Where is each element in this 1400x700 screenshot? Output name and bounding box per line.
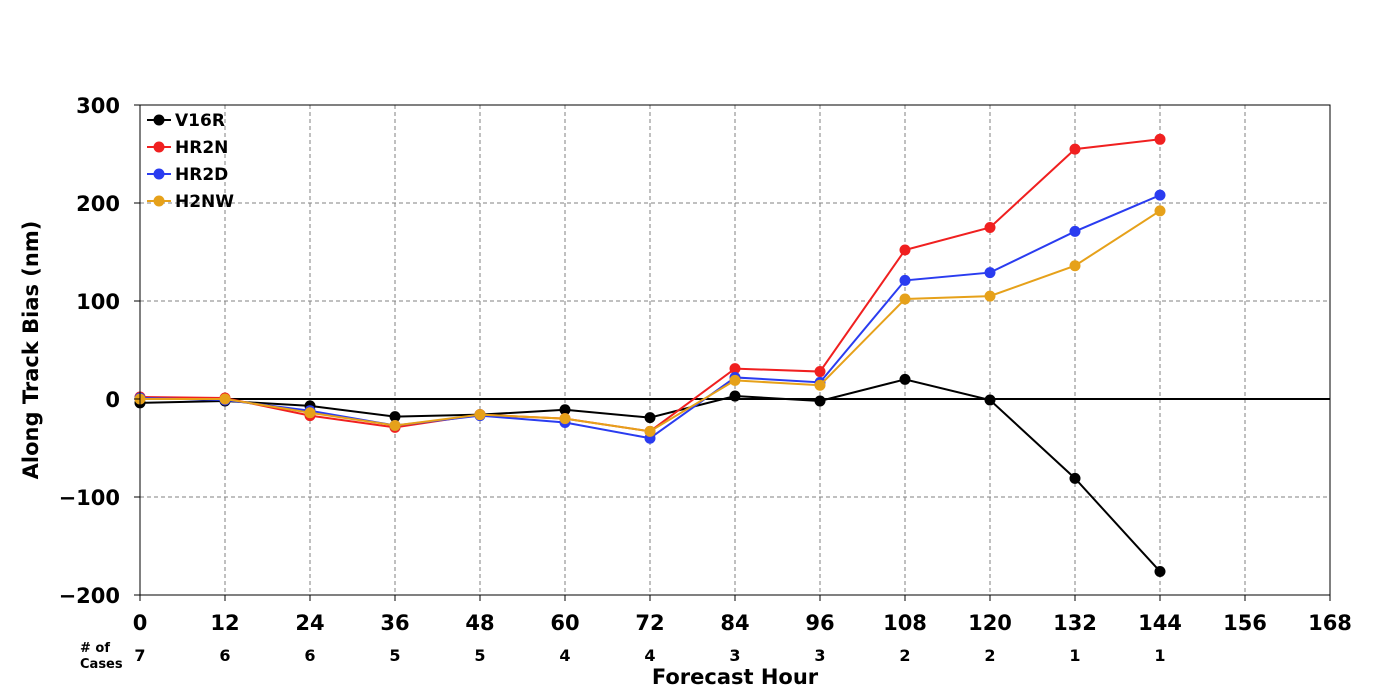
case-count: 1	[1154, 646, 1165, 665]
x-tick-label: 132	[1053, 611, 1097, 635]
case-count: 7	[134, 646, 145, 665]
data-point	[1154, 189, 1166, 201]
case-count: 1	[1069, 646, 1080, 665]
legend-label: HR2N	[175, 138, 228, 158]
series-h2nw	[134, 205, 1166, 437]
x-tick-label: 108	[883, 611, 927, 635]
x-tick-label: 0	[133, 611, 148, 635]
legend-label: H2NW	[175, 192, 234, 212]
legend-label: V16R	[175, 111, 225, 131]
legend-item-h2nw: H2NW	[147, 192, 234, 212]
series-layer	[134, 133, 1166, 577]
data-point	[984, 267, 996, 279]
x-tick-label: 144	[1138, 611, 1182, 635]
data-point	[899, 274, 911, 286]
x-tick-label: 60	[550, 611, 579, 635]
data-point	[899, 293, 911, 305]
case-count: 3	[729, 646, 740, 665]
legend: V16R HR2N HR2D H2NW	[147, 111, 234, 212]
x-tick-label: 36	[380, 611, 409, 635]
case-count: 5	[474, 646, 485, 665]
case-count: 3	[814, 646, 825, 665]
legend-label: HR2D	[175, 165, 228, 185]
data-point	[1069, 260, 1081, 272]
data-point	[644, 425, 656, 437]
y-axis-title: Along Track Bias (nm)	[19, 221, 43, 480]
data-point	[1069, 143, 1081, 155]
y-tick-label: 300	[76, 94, 120, 118]
legend-swatch-marker	[153, 114, 165, 126]
data-point	[389, 419, 401, 431]
data-point	[1069, 225, 1081, 237]
y-tick-label: −100	[59, 486, 120, 510]
data-point	[559, 413, 571, 425]
legend-swatch-marker	[153, 141, 165, 153]
data-point	[729, 363, 741, 375]
data-point	[899, 373, 911, 385]
data-point	[474, 409, 486, 421]
grid-lines	[140, 105, 1330, 595]
axis-ticks: 0 12 24 36 48 60 72 84 96 108 120 132 144 156 168 −200 −…	[59, 94, 1352, 635]
x-tick-label: 72	[635, 611, 664, 635]
x-tick-label: 84	[720, 611, 749, 635]
legend-swatch-marker	[153, 168, 165, 180]
legend-item-v16r: V16R	[147, 111, 225, 131]
data-point	[899, 244, 911, 256]
legend-item-hr2d: HR2D	[147, 165, 228, 185]
y-tick-label: 200	[76, 192, 120, 216]
case-count: 6	[304, 646, 315, 665]
x-tick-label: 156	[1223, 611, 1267, 635]
x-tick-label: 96	[805, 611, 834, 635]
data-point	[219, 393, 231, 405]
data-point	[984, 290, 996, 302]
case-count: 5	[389, 646, 400, 665]
case-count: 6	[219, 646, 230, 665]
data-point	[814, 366, 826, 378]
data-point	[729, 374, 741, 386]
x-axis-title: Forecast Hour	[652, 665, 819, 689]
y-tick-label: −200	[59, 584, 120, 608]
data-point	[644, 412, 656, 424]
legend-swatch-marker	[153, 195, 165, 207]
x-tick-label: 120	[968, 611, 1012, 635]
case-count: 4	[559, 646, 570, 665]
data-point	[1069, 472, 1081, 484]
x-tick-label: 48	[465, 611, 494, 635]
data-point	[814, 379, 826, 391]
y-tick-label: 0	[105, 388, 120, 412]
data-point	[389, 411, 401, 423]
data-point	[814, 395, 826, 407]
data-point	[729, 390, 741, 402]
legend-item-hr2n: HR2N	[147, 138, 228, 158]
cases-label-line1: # of	[80, 641, 110, 656]
data-point	[1154, 205, 1166, 217]
data-point	[304, 407, 316, 419]
y-tick-label: 100	[76, 290, 120, 314]
x-tick-label: 24	[295, 611, 324, 635]
x-tick-label: 12	[210, 611, 239, 635]
series-hr2n	[134, 133, 1166, 437]
data-point	[984, 222, 996, 233]
x-tick-label: 168	[1308, 611, 1352, 635]
data-point	[1154, 565, 1166, 577]
data-point	[559, 404, 571, 416]
data-point	[1154, 133, 1166, 145]
case-count: 2	[899, 646, 910, 665]
case-count: 4	[644, 646, 655, 665]
data-point	[984, 394, 996, 406]
cases-label-line2: Cases	[80, 657, 123, 672]
case-count: 2	[984, 646, 995, 665]
